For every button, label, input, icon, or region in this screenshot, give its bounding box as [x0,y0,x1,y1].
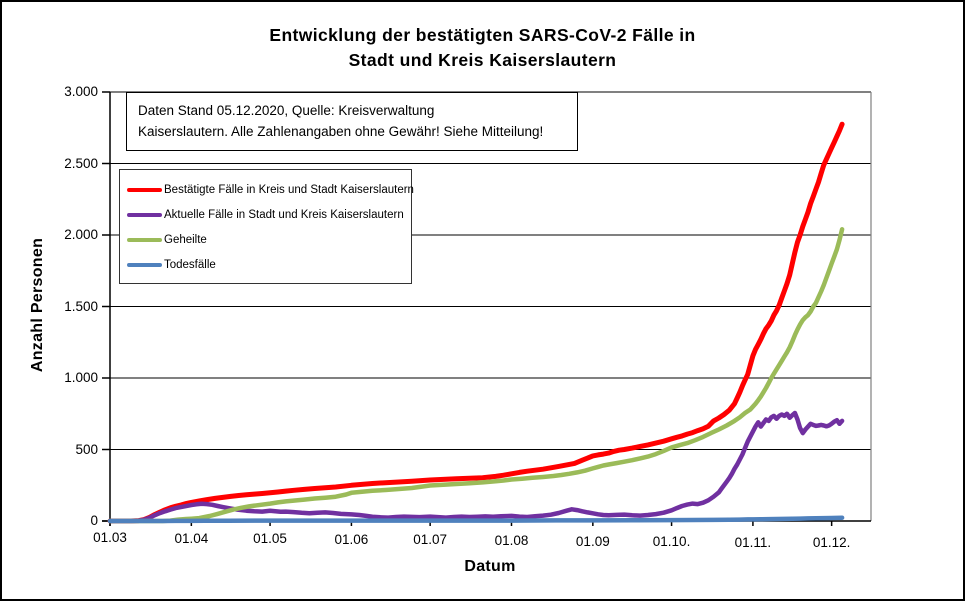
data-source-note-line1: Daten Stand 05.12.2020, Quelle: Kreisver… [138,103,435,118]
data-source-note-box: Daten Stand 05.12.2020, Quelle: Kreisver… [126,92,578,151]
chart-title-line2: Stadt und Kreis Kaiserslautern [348,50,617,70]
legend-line-swatch [127,187,162,192]
series-line [107,121,845,524]
legend-item: Todesfälle [120,252,411,277]
chart-title: Entwicklung der bestätigten SARS-CoV-2 F… [2,23,963,73]
y-tick-label: 500 [75,441,98,457]
x-tick-label: 01.12. [812,535,851,551]
legend-item: Aktuelle Fälle in Stadt und Kreis Kaiser… [120,202,411,227]
legend: Bestätigte Fälle in Kreis und Stadt Kais… [119,169,414,284]
x-tick-label: 01.10. [652,534,691,550]
y-tick-label: 3.000 [64,84,98,99]
x-tick-label: 01.07 [413,532,448,548]
y-tick-label: 0 [90,513,98,528]
chart-title-line1: Entwicklung der bestätigten SARS-CoV-2 F… [269,25,696,45]
legend-label: Geheilte [164,233,207,246]
legend-label: Aktuelle Fälle in Stadt und Kreis Kaiser… [164,208,404,221]
x-axis-title: Datum [464,558,516,575]
legend-line-swatch [127,237,162,242]
x-tick-label: 01.04 [174,530,209,546]
x-tick-label: 01.05 [253,531,287,547]
x-tick-label: 01.09 [575,533,610,549]
series-line [107,227,845,524]
legend-item: Bestätigte Fälle in Kreis und Stadt Kais… [120,177,414,202]
y-tick-label: 1.000 [64,370,98,385]
legend-label: Todesfälle [164,258,216,271]
series-line [107,410,845,524]
legend-item: Geheilte [120,227,411,252]
y-axis-title: Anzahl Personen [29,237,46,373]
series-line [107,515,845,524]
legend-line-swatch [127,212,162,217]
y-tick-label: 2.500 [64,155,98,171]
y-tick-label: 1.500 [64,298,98,314]
x-tick-label: 01.03 [93,530,127,545]
legend-line-swatch [127,262,162,267]
x-tick-label: 01.08 [494,533,529,548]
x-tick-label: 01.06 [334,531,369,547]
data-source-note-line2: Kaiserslautern. Alle Zahlenangaben ohne … [138,124,544,139]
y-tick-label: 2.000 [64,227,98,242]
legend-label: Bestätigte Fälle in Kreis und Stadt Kais… [164,183,414,196]
x-tick-label: 01.11. [734,534,772,550]
